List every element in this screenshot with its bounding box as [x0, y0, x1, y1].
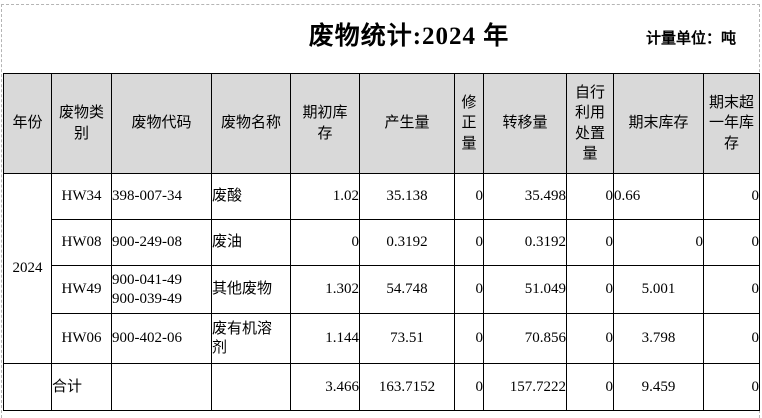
header-cell-opening: 期初库 存 [290, 73, 360, 174]
cell-name: 废酸 [211, 173, 291, 220]
table-body: 2024 HW34 398-007-34 废酸 1.02 35.138 0 35.498 0 0.… [3, 173, 760, 411]
table-row: 2024 HW34 398-007-34 废酸 1.02 35.138 0 35.498 0 0.… [3, 173, 760, 364]
cell-year: 2024 [3, 173, 52, 364]
cell-code: 900-041-49 900-039-49 [111, 265, 212, 314]
cell-code: 900-249-08 [111, 219, 212, 266]
cell-total-closing: 9.459 [613, 363, 704, 411]
header-cell-generated: 产生量 [359, 73, 455, 174]
cell-corrected: 0 [454, 173, 484, 220]
header-cell-name: 废物名称 [211, 73, 291, 174]
cell-opening: 0 [290, 219, 360, 266]
cell-generated: 54.748 [359, 265, 455, 314]
cell-closing: 0.66 [613, 173, 704, 220]
page-title: 废物统计:2024 年 [308, 23, 510, 50]
table-row: HW49 900-041-49 900-039-49 其他废物 1.302 54.748… [4, 265, 760, 314]
cell-closing: 5.001 [613, 265, 704, 314]
cell-self_disposed: 0 [566, 313, 614, 364]
cell-total-opening: 3.466 [290, 363, 360, 411]
header-cell-year: 年份 [3, 73, 52, 174]
cell-category: HW06 [51, 313, 112, 364]
header-cell-closing_over_year: 期末超 一年库 存 [703, 73, 760, 174]
cell-closing_over_year: 0 [703, 313, 760, 364]
cell-total-label: 合计 [51, 363, 112, 411]
cell-total-self_disposed: 0 [566, 363, 614, 411]
cell-self_disposed: 0 [566, 219, 614, 266]
header-cell-corrected: 修 正 量 [454, 73, 484, 174]
cell-corrected: 0 [454, 313, 484, 364]
cell-corrected: 0 [454, 219, 484, 266]
header-row: 年份 废物类 别废物代码 废物名称 期初库 存产生量修 正 量转移量 自行 利用 处置 … [3, 73, 760, 174]
cell-code-empty [111, 363, 212, 411]
cell-opening: 1.302 [290, 265, 360, 314]
header-cell-closing: 期末库存 [613, 73, 704, 174]
cell-name: 其他废物 [211, 265, 291, 314]
cell-name-empty [211, 363, 291, 411]
cell-total-corrected: 0 [454, 363, 484, 411]
cell-category: HW34 [51, 173, 112, 220]
cell-generated: 35.138 [359, 173, 455, 220]
cell-self_disposed: 0 [566, 173, 614, 220]
header-cell-category: 废物类 别 [51, 73, 112, 174]
cell-name: 废油 [211, 219, 291, 266]
total-row: 合计 3.466 163.7152 0 157.7222 0 9.459 0 [3, 363, 760, 411]
table-row: HW08 900-249-08 废油 0 0.3192 0 0.3192 0 0 0 [4, 219, 760, 266]
cell-total-transferred: 157.7222 [483, 363, 567, 411]
table-row: HW06 900-402-06 废有机溶 剂 1.144 73.51 0 70.856 0 3.… [4, 313, 760, 364]
cell-transferred: 51.049 [483, 265, 567, 314]
unit-label: 计量单位：吨 [645, 30, 736, 47]
cell-code: 900-402-06 [111, 313, 212, 364]
header-cell-code: 废物代码 [111, 73, 212, 174]
cell-closing_over_year: 0 [703, 173, 760, 220]
cell-generated: 73.51 [359, 313, 455, 364]
cell-opening: 1.144 [290, 313, 360, 364]
cell-opening: 1.02 [290, 173, 360, 220]
cell-category: HW08 [51, 219, 112, 266]
waste-statistics-table: 年份 废物类 别废物代码 废物名称 期初库 存产生量修 正 量转移量 自行 利用 处置 … [3, 73, 760, 411]
cell-transferred: 70.856 [483, 313, 567, 364]
cell-self_disposed: 0 [566, 265, 614, 314]
cell-name: 废有机溶 剂 [211, 313, 291, 364]
cell-generated: 0.3192 [359, 219, 455, 266]
cell-total-closing_over_year: 0 [703, 363, 760, 411]
cell-total-generated: 163.7152 [359, 363, 455, 411]
cell-closing_over_year: 0 [703, 219, 760, 266]
cell-corrected: 0 [454, 265, 484, 314]
cell-closing: 3.798 [613, 313, 704, 364]
cell-closing: 0 [613, 219, 704, 266]
cell-closing_over_year: 0 [703, 265, 760, 314]
cell-category: HW49 [51, 265, 112, 314]
cell-transferred: 35.498 [483, 173, 567, 220]
header-cell-transferred: 转移量 [483, 73, 567, 174]
table-header: 年份 废物类 别废物代码 废物名称 期初库 存产生量修 正 量转移量 自行 利用 处置 … [3, 73, 760, 174]
header-cell-self_disposed: 自行 利用 处置 量 [566, 73, 614, 174]
cell-code: 398-007-34 [111, 173, 212, 220]
cell-year-empty [3, 363, 52, 411]
cell-transferred: 0.3192 [483, 219, 567, 266]
